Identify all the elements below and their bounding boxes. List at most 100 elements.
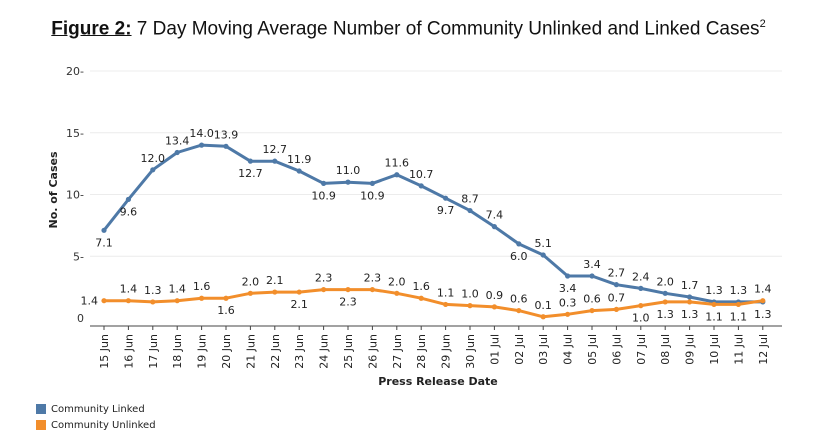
axes: 0 5- 10- 15- 20- 15 Jun 16 Jun 17 Jun 18 Jun 19 J… [66, 65, 782, 369]
data-point [125, 298, 131, 304]
data-point [467, 207, 473, 214]
data-point [101, 227, 107, 233]
data-label: 1.4 [168, 283, 186, 296]
data-point [540, 252, 546, 258]
data-label: 0.1 [534, 299, 552, 312]
data-label: 9.7 [437, 204, 455, 217]
data-label: 1.4 [120, 283, 138, 296]
data-point [516, 241, 522, 247]
x-tick-label: 01 Jul [488, 334, 501, 365]
data-point [638, 303, 644, 309]
data-label: 11.9 [287, 153, 312, 166]
data-point [662, 290, 668, 296]
x-tick-label: 27 Jun [391, 334, 404, 369]
data-point [638, 285, 644, 291]
data-point [491, 224, 497, 230]
data-label: 2.3 [315, 272, 333, 285]
data-label: 2.1 [290, 298, 308, 311]
data-point [418, 183, 424, 189]
figure-label: Figure 2: [51, 18, 132, 40]
data-point [247, 158, 253, 164]
data-label: 10.9 [360, 189, 385, 202]
y-tick-label: 0 [77, 312, 84, 325]
data-labels: 7.19.612.013.414.0 13.912.712.711.910.911… [81, 127, 772, 325]
x-tick-label: 19 Jun [196, 334, 209, 369]
data-label: 2.1 [266, 274, 284, 287]
data-point [272, 289, 278, 295]
data-label: 13.9 [214, 128, 239, 141]
x-tick-label: 04 Jul [562, 334, 575, 365]
x-tick-label: 12 Jul [757, 334, 770, 365]
data-point [735, 301, 742, 308]
data-label: 2.0 [388, 275, 406, 288]
x-tick-label: 07 Jul [635, 334, 648, 365]
x-tick-label: 18 Jun [171, 334, 184, 369]
x-tick-label: 03 Jul [537, 334, 550, 365]
x-axis-title: Press Release Date [378, 375, 498, 388]
x-tick-label: 29 Jun [440, 334, 453, 369]
data-point [589, 307, 595, 314]
data-label: 1.3 [144, 284, 162, 297]
data-label: 10.9 [311, 189, 336, 202]
x-tick-label: 17 Jun [147, 334, 160, 369]
data-point [125, 196, 131, 203]
x-tick-label: 02 Jul [513, 334, 526, 365]
data-point [272, 158, 278, 164]
data-label: 3.4 [583, 258, 601, 271]
data-label: 0.7 [608, 291, 626, 304]
data-point [540, 314, 546, 320]
data-point [565, 311, 571, 317]
data-point [516, 307, 522, 314]
data-label: 1.3 [754, 308, 772, 321]
data-point [369, 180, 375, 186]
x-tick-label: 06 Jul [610, 334, 623, 365]
data-label: 1.0 [632, 312, 650, 325]
legend-item-community-linked: Community Linked [36, 401, 156, 417]
x-tick-label: 22 Jun [269, 334, 282, 369]
x-tick-label: 28 Jun [415, 334, 428, 369]
y-tick-label: 15- [66, 127, 84, 140]
x-tick-label: 26 Jun [366, 334, 379, 369]
x-tick-label: 30 Jun [464, 334, 477, 369]
data-point [394, 290, 400, 296]
data-label: 2.0 [242, 275, 260, 288]
data-label: 12.7 [238, 167, 263, 180]
legend-label-unlinked: Community Unlinked [51, 419, 156, 431]
series-layer [101, 142, 766, 320]
x-tick-label: 10 Jul [708, 334, 721, 365]
data-label: 1.3 [705, 284, 723, 297]
data-label: 14.0 [189, 127, 214, 140]
x-tick-label: 24 Jun [318, 334, 331, 369]
data-label: 0.6 [510, 293, 528, 306]
data-label: 5.1 [534, 237, 552, 250]
x-tick-label: 20 Jun [220, 334, 233, 369]
data-label: 1.7 [681, 279, 699, 292]
data-label: 1.4 [81, 295, 99, 308]
data-point [321, 180, 327, 186]
legend: Community Linked Community Unlinked [36, 401, 156, 433]
data-point [394, 172, 400, 178]
data-point [150, 299, 156, 305]
y-tick-label: 10- [66, 189, 84, 202]
data-label: 0.6 [583, 293, 601, 306]
series-line-community-linked [102, 143, 765, 304]
series-line-community-unlinked [102, 288, 765, 319]
y-tick-label: 20- [66, 65, 84, 78]
x-tick-label: 11 Jul [732, 334, 745, 365]
data-label: 9.6 [120, 205, 138, 218]
x-tick-label: 23 Jun [293, 334, 306, 369]
data-point [443, 301, 449, 308]
data-label: 2.0 [656, 275, 674, 288]
y-tick-label: 5- [73, 250, 84, 263]
data-point [296, 168, 302, 174]
data-label: 1.0 [461, 288, 479, 301]
data-label: 6.0 [510, 250, 528, 263]
chart-title: Figure 2: 7 Day Moving Average Number of… [0, 18, 817, 40]
data-label: 11.0 [336, 164, 361, 177]
data-point [247, 290, 253, 296]
data-point [418, 295, 424, 301]
x-tick-label: 08 Jul [659, 334, 672, 365]
data-point [223, 295, 229, 301]
data-label: 1.1 [730, 310, 748, 323]
